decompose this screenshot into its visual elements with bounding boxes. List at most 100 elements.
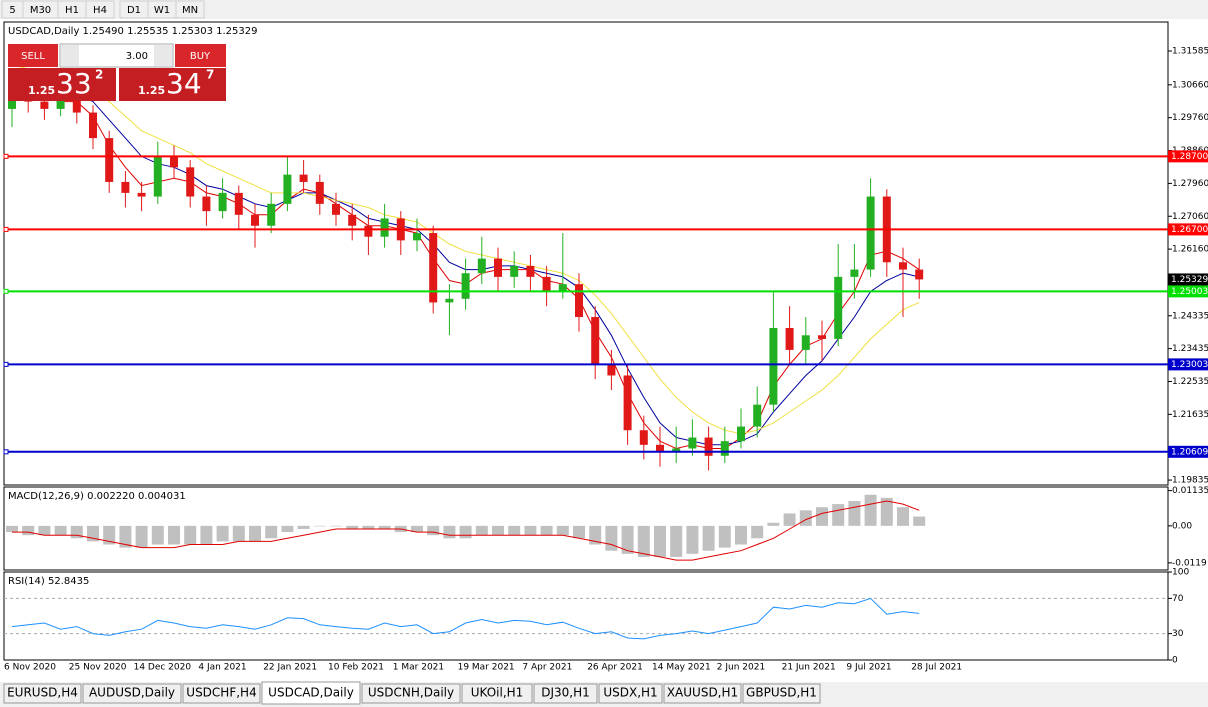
chart-tab-label: AUDUSD,Daily	[89, 686, 175, 700]
toolbar	[0, 0, 1208, 19]
candle-body	[445, 298, 454, 303]
chart-tab[interactable]	[82, 683, 182, 704]
macd-bar	[249, 525, 261, 542]
x-tick-label: 9 Jul 2021	[846, 663, 891, 673]
macd-bar	[848, 500, 861, 526]
signal-line	[12, 500, 920, 561]
candle-body	[364, 225, 373, 237]
macd-bar	[751, 525, 764, 539]
level-label: 1.25003	[1171, 287, 1208, 297]
y-tick-label: 0.01135	[1172, 486, 1208, 496]
chart-tab-label: EURUSD,H4	[7, 686, 78, 700]
level-handle	[3, 288, 9, 294]
buy-button[interactable]	[175, 44, 226, 67]
level-label: 1.28700	[1171, 152, 1208, 162]
x-tick-label: 4 Jan 2021	[198, 663, 246, 673]
chart-tab[interactable]	[742, 683, 821, 704]
level-label-box	[1168, 285, 1208, 298]
level-handle	[3, 226, 9, 232]
chart-tab[interactable]	[533, 683, 598, 704]
ask-box[interactable]	[119, 68, 226, 101]
y-tick-label: 1.22535	[1172, 377, 1208, 387]
macd-bar	[654, 525, 666, 557]
candle-body	[137, 192, 146, 197]
x-tick-label: 22 Jan 2021	[263, 663, 317, 673]
chart-tab[interactable]	[261, 681, 361, 705]
x-tick-label: 6 Nov 2020	[4, 663, 56, 673]
candle-body	[153, 156, 162, 197]
y-tick-label: 1.19835	[1172, 476, 1208, 486]
macd-bar	[265, 525, 278, 539]
volume-up[interactable]	[154, 45, 172, 66]
sell-button[interactable]	[8, 44, 58, 67]
macd-bar	[573, 525, 585, 539]
rsi-pane	[3, 571, 1169, 661]
macd-bar	[621, 525, 634, 554]
candle-body	[348, 214, 357, 226]
candle-body	[283, 174, 292, 204]
candle-body	[413, 233, 421, 241]
macd-bar	[492, 525, 504, 536]
volume-down[interactable]	[61, 45, 79, 66]
macd-bar	[362, 525, 375, 529]
x-tick-label: 25 Nov 2020	[69, 663, 127, 673]
pane-title: MACD(12,26,9) 0.002220 0.004031	[8, 491, 186, 502]
y-tick-label: 1.24335	[1172, 311, 1208, 321]
candle-body	[591, 317, 600, 365]
candle-body	[834, 276, 843, 339]
macd-bar	[200, 525, 213, 545]
level-label-box	[1168, 150, 1208, 163]
level-handle	[3, 153, 9, 159]
x-tick-label: 26 Apr 2021	[587, 663, 643, 673]
macd-bar	[718, 525, 731, 548]
timeframe-button[interactable]	[85, 0, 115, 19]
x-tick-label: 7 Apr 2021	[522, 663, 572, 673]
candle-body	[105, 138, 114, 182]
y-tick-label: 0.00	[1172, 521, 1192, 531]
trade-panel: SELL 3.00 BUY 1.25 33 2 1.25 34 7	[8, 43, 226, 101]
timeframe-label: D1	[127, 5, 141, 16]
bid-box[interactable]	[8, 68, 116, 101]
ask-frac: 7	[206, 68, 214, 82]
last-price-label: 1.25329	[1171, 275, 1208, 285]
macd-bar	[135, 525, 148, 548]
chart-tab[interactable]	[461, 683, 533, 704]
ask-pips: 34	[166, 67, 202, 100]
candle-body	[40, 101, 49, 109]
chart-tab[interactable]	[663, 683, 742, 704]
chart-tab-label: USDCHF,H4	[186, 686, 256, 700]
ask-big: 1.25	[138, 84, 165, 97]
candle-body	[202, 196, 211, 212]
candle-body	[639, 430, 648, 445]
pane-title: RSI(14) 52.8435	[8, 576, 89, 587]
chart-tab[interactable]	[3, 683, 82, 704]
y-tick-label: 1.26160	[1172, 245, 1208, 255]
moving-average	[11, 64, 920, 435]
chart-tab[interactable]	[182, 683, 261, 704]
macd-bar	[864, 494, 877, 526]
timeframe-button[interactable]	[175, 0, 205, 19]
macd-bar	[556, 525, 569, 536]
macd-bar	[22, 525, 35, 536]
macd-bar	[670, 525, 683, 557]
chart-tab-label: USDCAD,Daily	[268, 686, 354, 700]
chart-tab[interactable]	[598, 683, 663, 704]
macd-bar	[816, 507, 828, 526]
macd-bar	[702, 525, 715, 551]
last-price-box	[1168, 273, 1208, 286]
macd-bar	[880, 497, 893, 526]
candle-body	[801, 335, 810, 350]
macd-bar	[330, 525, 342, 527]
chart-tab[interactable]	[361, 683, 461, 704]
macd-bar	[119, 525, 132, 548]
macd-bar	[232, 525, 245, 542]
macd-bar	[184, 525, 197, 545]
volume-input[interactable]	[59, 43, 174, 68]
candle-body	[121, 181, 130, 193]
pane-title: USDCAD,Daily 1.25490 1.25535 1.25303 1.2…	[8, 26, 258, 37]
candle-body	[251, 214, 259, 226]
candle-body	[737, 426, 745, 442]
macd-bar	[637, 525, 650, 557]
candle-body	[915, 269, 924, 280]
